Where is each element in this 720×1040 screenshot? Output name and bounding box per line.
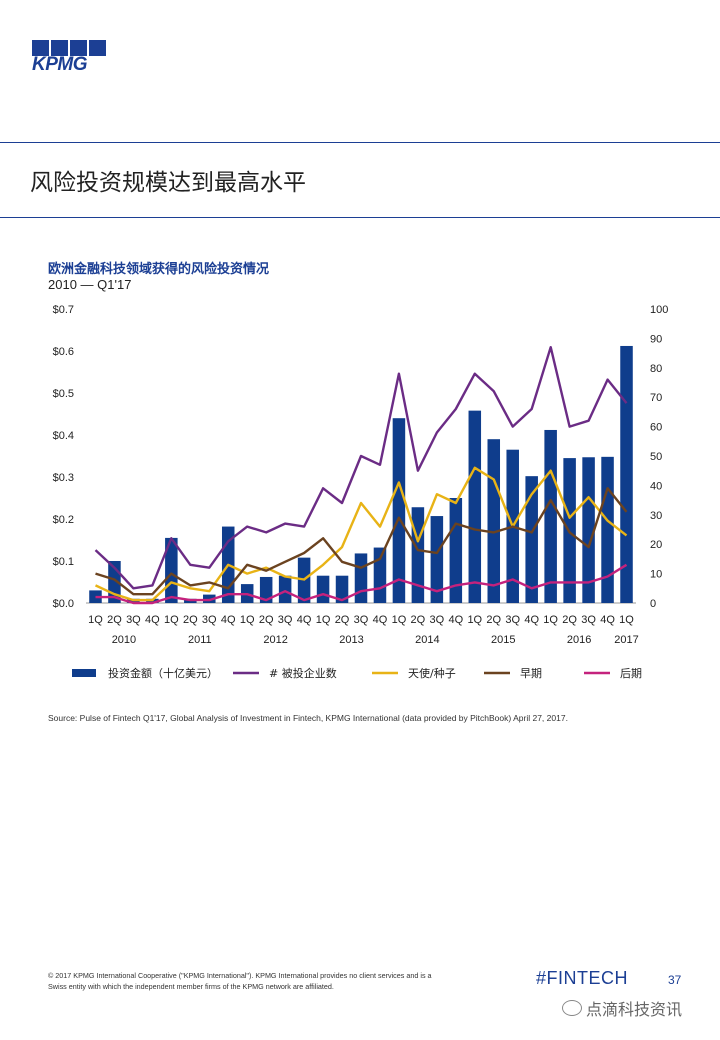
x-tick-label: 2Q [335, 614, 350, 626]
year-label: 2010 [112, 634, 136, 646]
right-axis-tick-label: 40 [650, 480, 662, 492]
year-label: 2013 [339, 634, 363, 646]
x-tick-label: 4Q [373, 614, 388, 626]
x-tick-label: 1Q [88, 614, 103, 626]
bar-investment [354, 553, 368, 603]
x-tick-label: 2Q [486, 614, 501, 626]
x-tick-label: 4Q [221, 614, 236, 626]
logo-text: KPMG [32, 54, 88, 75]
x-tick-label: 1Q [316, 614, 331, 626]
series-line [94, 466, 628, 602]
chart-subtitle: 2010 — Q1'17 [48, 277, 132, 292]
wechat-icon [562, 1000, 582, 1016]
series-line [95, 563, 628, 605]
left-axis-tick-label: $0.3 [53, 472, 74, 484]
year-label: 2012 [263, 634, 287, 646]
fintech-hashtag: #FINTECH [536, 968, 629, 988]
year-label: 2014 [415, 634, 439, 646]
bar-investment [335, 575, 349, 603]
right-axis-tick-label: 90 [650, 333, 662, 345]
x-tick-label: 2Q [107, 614, 122, 626]
x-tick-label: 1Q [392, 614, 407, 626]
x-tick-label: 3Q [581, 614, 596, 626]
legend-label: 天使/种子 [408, 666, 456, 680]
x-tick-label: 3Q [126, 614, 141, 626]
bar-investment [468, 410, 482, 603]
right-axis-tick-label: 70 [650, 392, 662, 404]
x-tick-label: 2Q [562, 614, 577, 626]
x-tick-label: 3Q [505, 614, 520, 626]
year-label: 2017 [614, 634, 638, 646]
x-tick-label: 2Q [259, 614, 274, 626]
x-tick-label: 4Q [448, 614, 463, 626]
x-tick-label: 1Q [164, 614, 179, 626]
bar-investment [582, 457, 595, 603]
bar-investment [373, 547, 387, 603]
page-number: 37 [668, 973, 682, 987]
bar-investment [316, 575, 330, 603]
left-axis-tick-label: $0.4 [53, 430, 74, 442]
bar-investment [430, 516, 444, 603]
bar-investment [487, 439, 501, 603]
right-axis-tick-label: 20 [650, 539, 662, 551]
right-axis-tick-label: 80 [650, 363, 662, 375]
legend-label: 后期 [620, 667, 642, 680]
legend-label: # 被投企业数 [269, 666, 337, 680]
bar-investment [259, 576, 273, 603]
bar-investment [203, 594, 216, 603]
bar-investment [278, 575, 292, 603]
left-axis-tick-label: $0.1 [53, 556, 74, 568]
bar-investment [392, 418, 406, 603]
bar-investment [601, 456, 614, 603]
copyright-note: © 2017 KPMG International Cooperative ("… [48, 971, 432, 991]
x-tick-label: 2Q [411, 614, 426, 626]
legend-label: 早期 [520, 667, 542, 680]
x-tick-label: 3Q [278, 614, 293, 626]
series-line [94, 346, 628, 590]
page-title: 风险投资规模达到最高水平 [30, 170, 306, 196]
x-tick-label: 4Q [145, 614, 160, 626]
right-axis-tick-label: 0 [650, 598, 656, 610]
x-tick-label: 1Q [619, 614, 634, 626]
header-rule-top [0, 142, 720, 143]
x-tick-label: 1Q [543, 614, 558, 626]
bar-investment [411, 507, 425, 603]
series-line [95, 487, 628, 596]
bar-investment [620, 345, 633, 603]
x-tick-label: 4Q [524, 614, 539, 626]
x-tick-label: 3Q [430, 614, 445, 626]
chart-title: 欧洲金融科技领域获得的风险投资情况 [48, 262, 270, 277]
left-axis-tick-label: $0.2 [53, 514, 74, 526]
x-tick-label: 4Q [600, 614, 615, 626]
venture-investment-chart: $0.0 $0.1 $0.2 $0.3 $0.4 $0.5 $0.6 $0.7 0 10 20 30 4… [53, 304, 669, 680]
right-axis-tick-label: 100 [650, 304, 668, 316]
kpmg-logo: KPMG [32, 40, 112, 76]
left-axis-tick-label: $0.6 [53, 346, 74, 358]
right-axis-tick-label: 50 [650, 451, 662, 463]
year-label: 2011 [188, 634, 212, 646]
source-note: Source: Pulse of Fintech Q1'17, Global A… [48, 713, 568, 723]
x-tick-label: 3Q [202, 614, 217, 626]
bar-investment [544, 429, 557, 603]
year-label: 2015 [491, 634, 515, 646]
x-tick-label: 1Q [467, 614, 482, 626]
left-axis-tick-label: $0.5 [53, 388, 74, 400]
legend-swatch [72, 669, 96, 677]
right-axis-tick-label: 60 [650, 422, 662, 434]
right-axis-tick-label: 30 [650, 510, 662, 522]
x-tick-label: 2Q [183, 614, 198, 626]
watermark-text: 点滴科技资讯 [586, 1000, 683, 1019]
x-tick-label: 1Q [240, 614, 255, 626]
year-label: 2016 [567, 634, 591, 646]
bar-investment [525, 476, 538, 603]
bar-investment [89, 590, 102, 603]
left-axis-tick-label: $0.7 [53, 304, 74, 316]
x-tick-label: 3Q [354, 614, 369, 626]
left-axis-tick-label: $0.0 [53, 598, 74, 610]
x-tick-label: 4Q [297, 614, 312, 626]
legend-label: 投资金额（十亿美元） [108, 666, 218, 680]
right-axis-tick-label: 10 [650, 569, 662, 581]
header-rule-bottom [0, 217, 720, 218]
